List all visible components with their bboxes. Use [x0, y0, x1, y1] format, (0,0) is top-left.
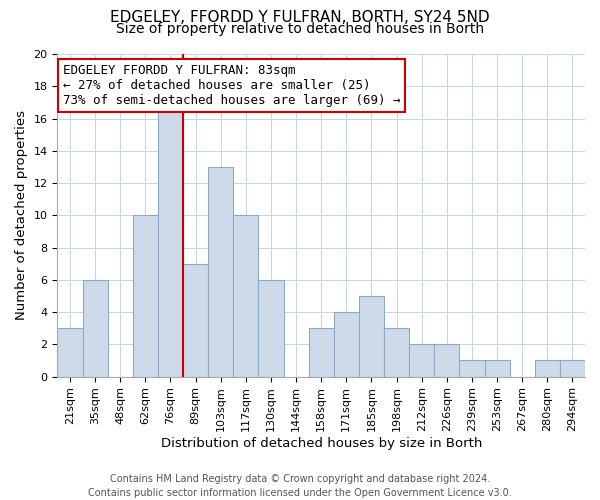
- X-axis label: Distribution of detached houses by size in Borth: Distribution of detached houses by size …: [161, 437, 482, 450]
- Bar: [485, 360, 509, 376]
- Bar: [58, 328, 83, 376]
- Y-axis label: Number of detached properties: Number of detached properties: [15, 110, 28, 320]
- Bar: [334, 312, 359, 376]
- Text: EDGELEY, FFORDD Y FULFRAN, BORTH, SY24 5ND: EDGELEY, FFORDD Y FULFRAN, BORTH, SY24 5…: [110, 10, 490, 25]
- Bar: [83, 280, 107, 376]
- Bar: [133, 216, 158, 376]
- Bar: [183, 264, 208, 376]
- Bar: [434, 344, 460, 376]
- Text: EDGELEY FFORDD Y FULFRAN: 83sqm
← 27% of detached houses are smaller (25)
73% of: EDGELEY FFORDD Y FULFRAN: 83sqm ← 27% of…: [62, 64, 400, 106]
- Bar: [259, 280, 284, 376]
- Bar: [460, 360, 485, 376]
- Bar: [359, 296, 384, 376]
- Bar: [233, 216, 259, 376]
- Bar: [409, 344, 434, 376]
- Bar: [208, 167, 233, 376]
- Bar: [158, 102, 183, 376]
- Bar: [384, 328, 409, 376]
- Bar: [308, 328, 334, 376]
- Text: Contains HM Land Registry data © Crown copyright and database right 2024.
Contai: Contains HM Land Registry data © Crown c…: [88, 474, 512, 498]
- Text: Size of property relative to detached houses in Borth: Size of property relative to detached ho…: [116, 22, 484, 36]
- Bar: [560, 360, 585, 376]
- Bar: [535, 360, 560, 376]
